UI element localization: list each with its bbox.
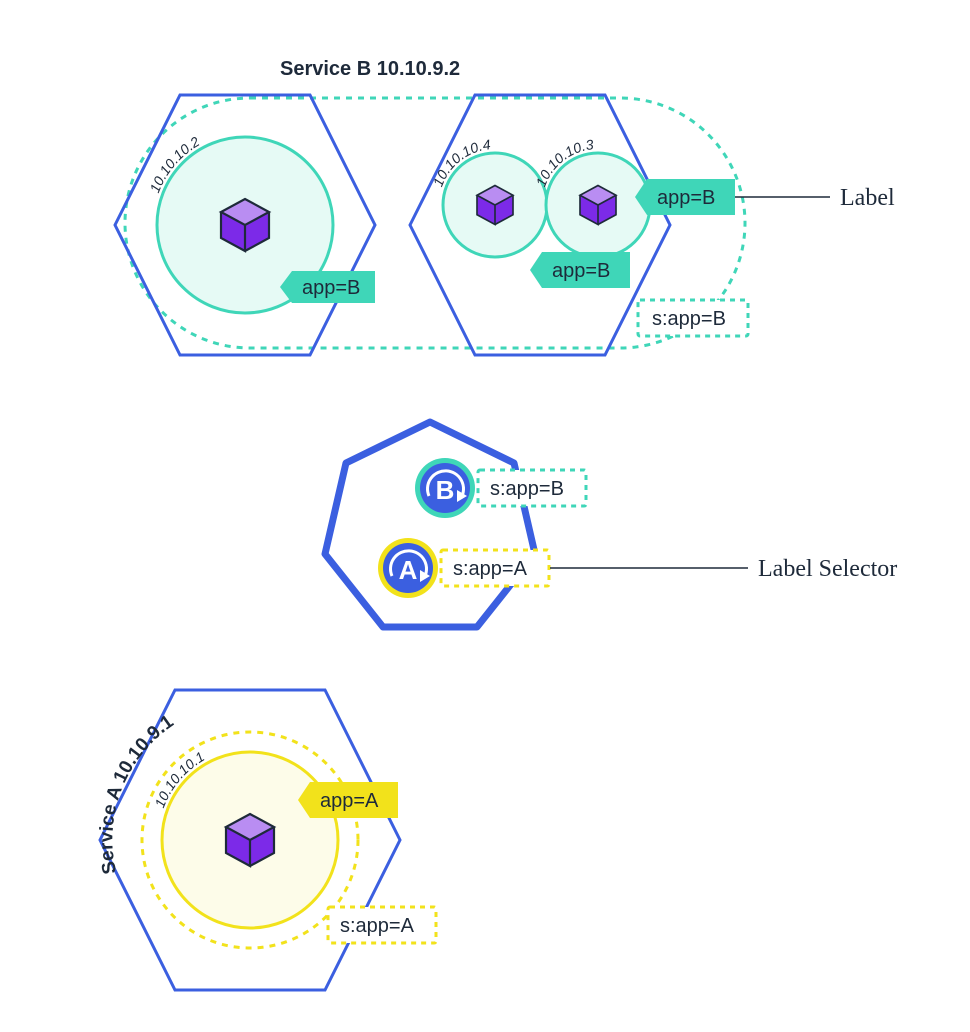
- svg-text:A: A: [399, 555, 418, 585]
- pod-label-4: app=B: [530, 252, 630, 288]
- svg-text:app=B: app=B: [552, 260, 610, 282]
- svg-text:s:app=A: s:app=A: [340, 915, 415, 937]
- service-b-group: Service B 10.10.9.2 10.10.10.2 app=B: [115, 58, 895, 355]
- pod-label-3: app=B: [635, 179, 735, 215]
- svg-text:app=A: app=A: [320, 790, 379, 812]
- service-a-group: Service A 10.10.9.1 10.10.10.1 app=A s:a…: [96, 690, 436, 990]
- svg-text:B: B: [436, 475, 455, 505]
- selector-annotation-text: Label Selector: [758, 556, 897, 582]
- pod-label-a1: app=A: [298, 782, 398, 818]
- controller-heptagon: B s:app=B A s:app=A Label Selector: [325, 422, 897, 627]
- service-b-title: Service B 10.10.9.2: [280, 58, 460, 80]
- label-annotation-text: Label: [840, 185, 895, 211]
- pod-4: 10.10.10.4: [430, 136, 547, 257]
- svg-text:s:app=B: s:app=B: [490, 478, 564, 500]
- svg-text:s:app=A: s:app=A: [453, 558, 528, 580]
- pod-label-1: app=B: [280, 271, 375, 303]
- node-hex-b1: 10.10.10.2 app=B: [115, 95, 375, 355]
- svg-text:s:app=B: s:app=B: [652, 308, 726, 330]
- svc-b-badge: B: [415, 458, 475, 518]
- pod-3: 10.10.10.3: [533, 136, 650, 257]
- service-b-selector-box: s:app=B: [638, 300, 748, 336]
- diagram-canvas: Service B 10.10.9.2 10.10.10.2 app=B: [0, 0, 970, 1032]
- svg-text:app=B: app=B: [657, 187, 715, 209]
- svc-a-badge: A: [378, 538, 438, 598]
- service-a-selector-box: s:app=A: [328, 907, 436, 943]
- svc-a-selector-box: s:app=A: [441, 550, 549, 586]
- svg-text:app=B: app=B: [302, 277, 360, 299]
- svc-b-selector-box: s:app=B: [478, 470, 586, 506]
